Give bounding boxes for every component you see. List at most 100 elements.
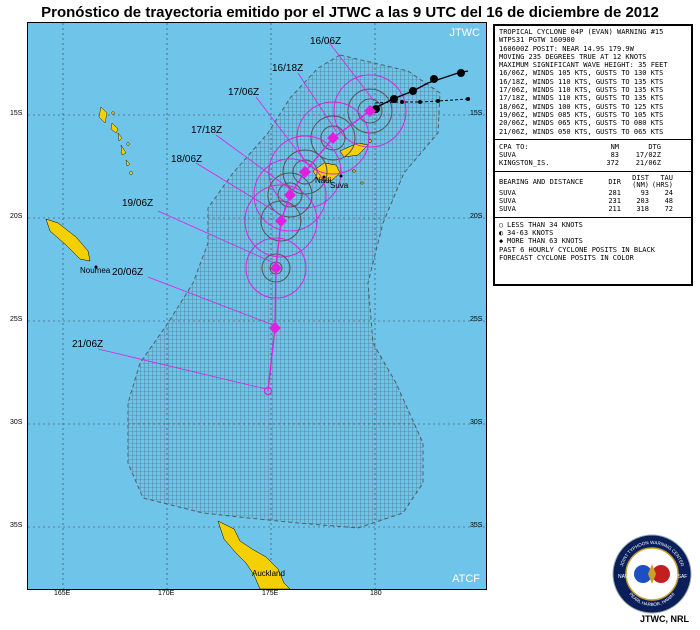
forecast-label: 17/06Z: [228, 87, 259, 98]
lat-label: 20S: [470, 213, 483, 220]
atcf-corner-label: ATCF: [452, 573, 480, 585]
label-leader: [215, 134, 291, 190]
lat-label: 35S: [10, 522, 23, 529]
lat-label: 25S: [10, 316, 23, 323]
forecast-position-marker: [270, 262, 282, 274]
table-row: SUVA 231 203 48: [499, 197, 675, 205]
legend-text: MORE THAN 63 KNOTS: [507, 237, 583, 246]
bearing-cell: 72: [664, 205, 673, 214]
bearing-header: BEARING AND DISTANCE: [499, 177, 584, 186]
lon-label: 180: [370, 590, 382, 597]
warning-line: MAXIMUM SIGNIFICANT WAVE HEIGHT: 35 FEET: [499, 61, 668, 70]
new-zealand: [217, 520, 291, 589]
lat-label: 35S: [470, 522, 483, 529]
bearing-header: DIST (NM): [632, 173, 649, 189]
cpa-cell: 83: [610, 151, 619, 160]
table-row: SUVA 211 318 72: [499, 205, 675, 213]
legend-item: ○ LESS THAN 34 KNOTS: [499, 221, 687, 229]
warning-line: TROPICAL CYCLONE 04P (EVAN) WARNING #15: [499, 28, 664, 36]
warning-line: 160600Z POSIT: NEAR 14.9S 179.9W: [499, 44, 634, 53]
legend-text: LESS THAN 34 KNOTS: [507, 220, 583, 229]
open-circle-icon: ○: [499, 220, 504, 229]
bearing-cell: 211: [608, 205, 621, 214]
warning-line: 21/06Z, WINDS 050 KTS, GUSTS TO 065 KTS: [499, 127, 664, 136]
danger-area: [127, 54, 441, 529]
bearing-cell: 24: [664, 188, 673, 197]
bearing-cell: SUVA: [499, 205, 516, 214]
lon-label: 165E: [54, 590, 71, 597]
legend-item: ◆ MORE THAN 63 KNOTS: [499, 237, 687, 245]
cpa-header: CPA TO:: [499, 142, 529, 151]
table-row: SUVA 281 93 24: [499, 189, 675, 197]
forecast-track: [97, 40, 376, 396]
bearing-cell: SUVA: [499, 188, 516, 197]
bearing-table: BEARING AND DISTANCE DIR DIST (NM) TAU (…: [499, 173, 675, 214]
cpa-table: CPA TO: NM DTG SUVA 83 17/02Z KINGSTON_I…: [499, 143, 663, 168]
forecast-position-marker: [364, 105, 376, 117]
warning-line: WTPS31 PGTW 160900: [499, 36, 575, 45]
lat-label: 30S: [470, 419, 483, 426]
place-label: Suva: [330, 181, 349, 190]
new-caledonia: [45, 218, 91, 262]
forecast-position-marker: [327, 132, 339, 144]
forecast-label: 17/18Z: [191, 125, 222, 136]
vanuatu-islands: [98, 106, 133, 175]
forecast-label: 19/06Z: [122, 198, 153, 209]
lat-label: 15S: [470, 110, 483, 117]
jtwc-corner-label: JTWC: [449, 27, 480, 39]
bearing-cell: 93: [640, 188, 649, 197]
forecast-label: 21/06Z: [72, 339, 103, 350]
past-position-marker: [390, 95, 398, 103]
forecast-position-marker: [284, 189, 296, 201]
bearing-cell: 203: [636, 197, 649, 206]
warning-line: 19/06Z, WINDS 085 KTS, GUSTS TO 105 KTS: [499, 110, 664, 119]
forecast-position-marker: [275, 215, 287, 227]
warning-line: 18/06Z, WINDS 100 KTS, GUSTS TO 125 KTS: [499, 102, 664, 111]
table-row: SUVA 83 17/02Z: [499, 151, 663, 159]
bearing-header: DIR: [608, 177, 621, 186]
svg-text:USAF: USAF: [674, 574, 687, 580]
warning-info-box: TROPICAL CYCLONE 04P (EVAN) WARNING #15 …: [493, 24, 693, 286]
lon-label: 170E: [158, 590, 175, 597]
lon-label: 175E: [262, 590, 279, 597]
legend-item: ◐ 34-63 KNOTS: [499, 229, 687, 237]
forecast-label: 18/06Z: [171, 154, 202, 165]
cpa-header: NM: [610, 142, 619, 151]
map-canvas: 16/06Z 16/18Z 17/06Z 17/18Z 18/06Z 19/06…: [28, 23, 486, 589]
cpa-cell: 17/02Z: [635, 151, 661, 160]
bearing-cell: 318: [636, 205, 649, 214]
cpa-cell: 372: [606, 159, 619, 168]
forecast-label: 20/06Z: [112, 267, 143, 278]
label-leader: [157, 210, 275, 264]
legend-item: FORECAST CYCLONE POSITS IN COLOR: [499, 253, 634, 262]
label-leader: [327, 40, 375, 102]
warning-line: 17/06Z, WINDS 110 KTS, GUSTS TO 135 KTS: [499, 86, 664, 95]
cpa-cell: 21/06Z: [635, 159, 661, 168]
label-leader: [195, 162, 279, 214]
warning-line: MOVING 235 DEGREES TRUE AT 12 KNOTS: [499, 52, 647, 61]
credit-text: JTWC, NRL: [640, 614, 689, 624]
wind-radii: [244, 74, 407, 299]
bearing-cell: 281: [608, 188, 621, 197]
forecast-position-marker: [299, 166, 311, 178]
past-position-marker: [430, 75, 438, 83]
legend-text: 34-63 KNOTS: [507, 228, 554, 237]
filled-diamond-icon: ◆: [499, 237, 504, 246]
label-leader: [297, 72, 337, 132]
warning-line: 16/18Z, WINDS 110 KTS, GUSTS TO 135 KTS: [499, 77, 664, 86]
forecast-position-marker: [269, 322, 281, 334]
label-leader: [97, 348, 267, 390]
label-leader: [255, 96, 309, 166]
warning-line: 17/18Z, WINDS 110 KTS, GUSTS TO 135 KTS: [499, 94, 664, 103]
forecast-map: 16/06Z 16/18Z 17/06Z 17/18Z 18/06Z 19/06…: [27, 22, 487, 590]
forecast-label: 16/06Z: [310, 36, 341, 47]
cpa-header: DTG: [648, 142, 661, 151]
svg-text:NAVY: NAVY: [618, 574, 632, 580]
place-label: Noumea: [80, 266, 111, 275]
bearing-header: TAU (HRS): [651, 173, 673, 189]
warning-line: 16/06Z, WINDS 105 KTS, GUSTS TO 130 KTS: [499, 69, 664, 78]
forecast-label: 16/18Z: [272, 63, 303, 74]
past-position-marker: [457, 69, 465, 77]
map-title: Pronóstico de trayectoria emitido por el…: [41, 4, 659, 21]
past-position-marker: [409, 87, 417, 95]
